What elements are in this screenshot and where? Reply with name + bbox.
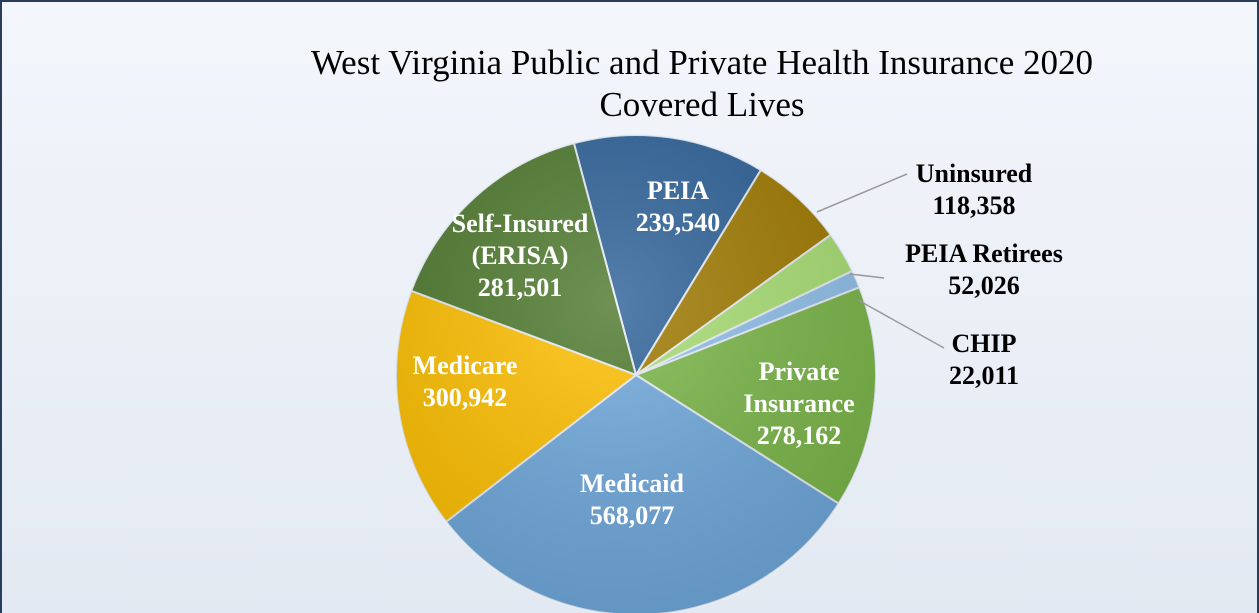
category-label: CHIP [951, 329, 1017, 358]
leader-line [857, 299, 945, 349]
leader-line [816, 173, 908, 213]
category-label: Self-Insured (ERISA) [451, 209, 589, 270]
category-label: PEIA Retirees [905, 239, 1063, 268]
value-label: 52,026 [948, 271, 1020, 300]
chart-title: West Virginia Public and Private Health … [310, 43, 1094, 124]
slice-label: Self-Insured (ERISA) 281,501 [435, 208, 605, 304]
value-label: 281,501 [477, 273, 563, 302]
value-label: 22,011 [948, 361, 1020, 390]
slice-label: Private Insurance 278,162 [724, 356, 874, 452]
category-label: PEIA [646, 176, 710, 205]
value-label: 239,540 [635, 208, 721, 237]
leader-line [849, 273, 885, 279]
category-label: Medicaid [580, 469, 684, 498]
slice-label: PEIA Retirees 52,026 [874, 238, 1094, 302]
category-label: Private Insurance [743, 357, 855, 418]
category-label: Medicare [412, 351, 518, 380]
slice-label: Uninsured 118,358 [874, 158, 1074, 222]
slice-label: Medicare 300,942 [395, 350, 535, 414]
value-label: 300,942 [422, 383, 508, 412]
value-label: 118,358 [932, 191, 1016, 220]
slice-label: PEIA 239,540 [618, 175, 738, 239]
category-label: Uninsured [915, 159, 1033, 188]
slice-label: Medicaid 568,077 [552, 468, 712, 532]
value-label: 278,162 [756, 421, 842, 450]
value-label: 568,077 [589, 501, 675, 530]
slice-label: CHIP 22,011 [914, 328, 1054, 392]
